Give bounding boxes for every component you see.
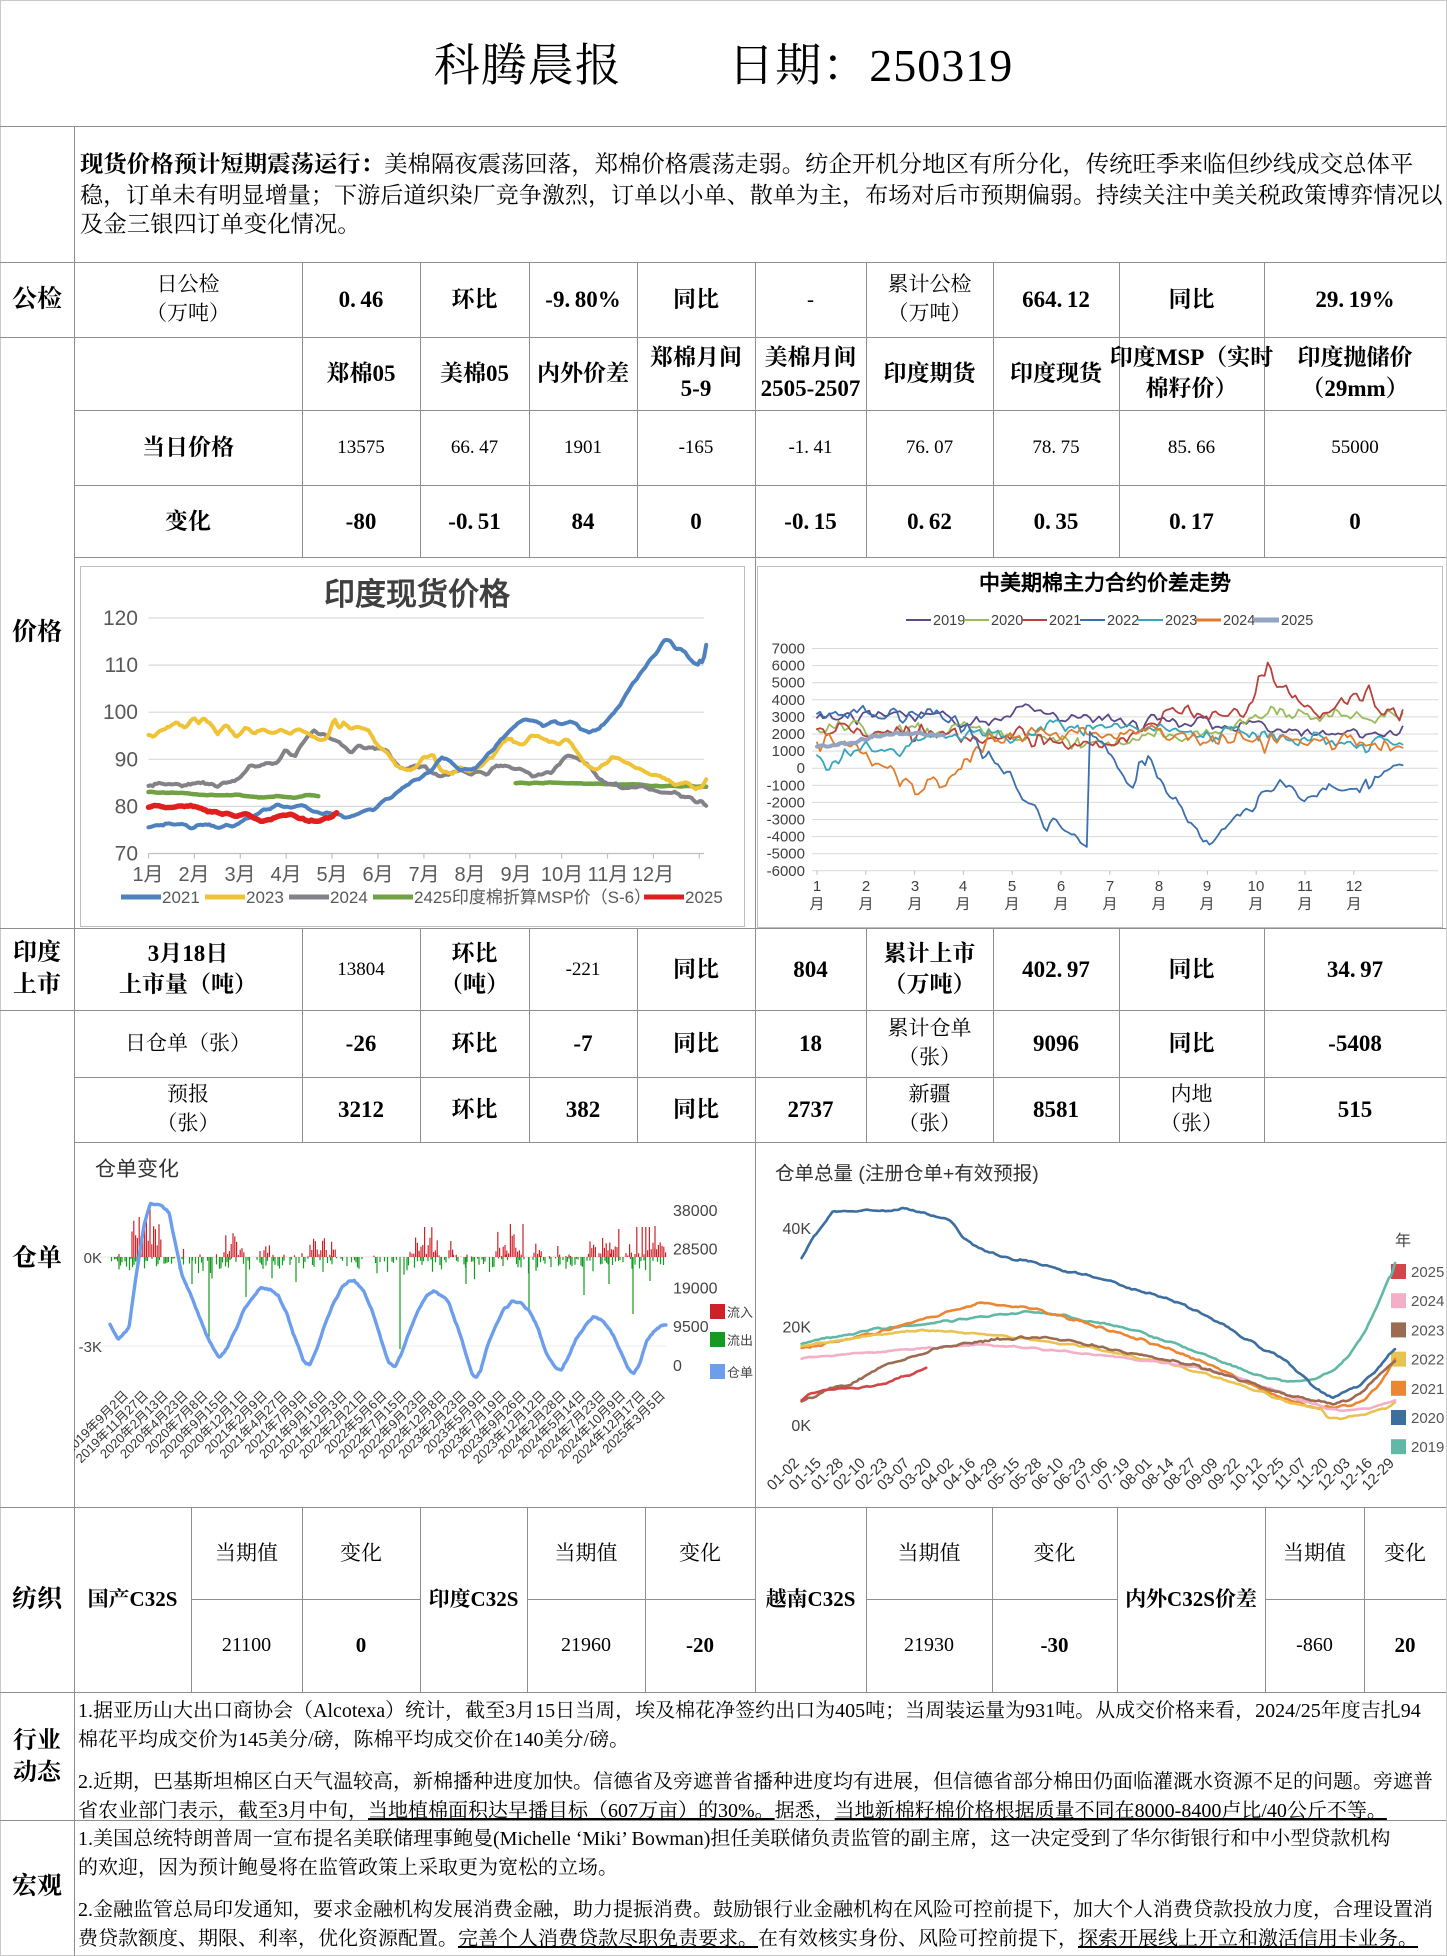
svg-text:4000: 4000 [772,692,805,709]
svg-text:2000: 2000 [772,726,805,743]
svg-text:40K: 40K [783,1221,812,1238]
svg-text:4: 4 [959,878,967,895]
svg-text:1: 1 [813,878,821,895]
svg-text:月: 月 [1297,896,1312,913]
svg-text:2022: 2022 [1411,1352,1444,1369]
svg-text:0: 0 [673,1358,682,1375]
svg-text:2023: 2023 [1165,613,1197,629]
svg-text:2020: 2020 [991,613,1023,629]
svg-text:月: 月 [1053,896,1068,913]
svg-text:2: 2 [862,878,870,895]
svg-text:月: 月 [1102,896,1117,913]
svg-text:11月: 11月 [588,864,629,886]
svg-text:6: 6 [1057,878,1065,895]
svg-text:5月: 5月 [316,864,347,886]
svg-text:3: 3 [911,878,919,895]
svg-text:流入: 流入 [727,1305,753,1320]
svg-text:年: 年 [1395,1232,1411,1250]
svg-text:仓单: 仓单 [727,1365,753,1380]
svg-text:6月: 6月 [362,864,393,886]
svg-text:印度现货价格: 印度现货价格 [324,577,511,612]
svg-text:-2000: -2000 [767,794,805,811]
svg-text:2025: 2025 [1281,613,1313,629]
svg-text:80: 80 [115,795,138,818]
svg-text:月: 月 [858,896,873,913]
svg-text:-6000: -6000 [767,863,805,880]
svg-text:流出: 流出 [727,1333,753,1348]
svg-text:月: 月 [1346,896,1361,913]
svg-text:6000: 6000 [772,658,805,675]
svg-text:5: 5 [1008,878,1016,895]
svg-text:70: 70 [115,843,138,866]
svg-text:月: 月 [907,896,922,913]
svg-text:12: 12 [1346,878,1363,895]
svg-text:月: 月 [955,896,970,913]
svg-text:7000: 7000 [772,641,805,658]
svg-text:9500: 9500 [673,1319,709,1336]
svg-text:4月: 4月 [270,864,301,886]
svg-text:9月: 9月 [500,864,531,886]
svg-text:月: 月 [1248,896,1263,913]
svg-text:仓单总量 (注册仓单+有效预报): 仓单总量 (注册仓单+有效预报) [775,1163,1039,1185]
svg-text:2019: 2019 [1411,1439,1444,1456]
svg-text:2024: 2024 [1223,613,1255,629]
svg-text:2024: 2024 [1411,1293,1444,1310]
svg-text:90: 90 [115,748,138,771]
svg-text:10月: 10月 [541,864,583,886]
svg-text:2023: 2023 [1411,1322,1444,1339]
svg-text:9: 9 [1203,878,1211,895]
svg-text:3000: 3000 [772,709,805,726]
svg-text:0K: 0K [791,1418,811,1435]
svg-text:7: 7 [1106,878,1114,895]
svg-text:月: 月 [1151,896,1166,913]
svg-text:28500: 28500 [673,1242,718,1259]
svg-text:100: 100 [103,701,138,724]
svg-text:2025: 2025 [685,888,723,907]
svg-text:120: 120 [103,607,138,630]
svg-text:38000: 38000 [673,1203,718,1220]
svg-text:2025: 2025 [1411,1264,1444,1281]
svg-text:2024: 2024 [330,888,368,907]
svg-text:月: 月 [1199,896,1214,913]
svg-text:仓单变化: 仓单变化 [95,1158,179,1181]
svg-text:8月: 8月 [454,864,485,886]
svg-text:11: 11 [1297,878,1313,895]
svg-text:月: 月 [1004,896,1019,913]
svg-text:20K: 20K [783,1320,812,1337]
svg-text:月: 月 [809,896,824,913]
svg-text:8: 8 [1155,878,1163,895]
svg-text:2020: 2020 [1411,1410,1444,1427]
svg-text:0K: 0K [84,1250,102,1267]
svg-text:12月: 12月 [632,864,674,886]
svg-text:110: 110 [105,654,138,677]
svg-text:3月: 3月 [224,864,255,886]
svg-text:2021: 2021 [1049,613,1081,629]
svg-text:-1000: -1000 [767,777,805,794]
svg-text:2023: 2023 [246,888,284,907]
svg-text:-5000: -5000 [767,846,805,863]
svg-text:2021: 2021 [162,888,200,907]
svg-text:1月: 1月 [132,864,163,886]
svg-text:19000: 19000 [673,1281,718,1298]
svg-text:2021: 2021 [1411,1381,1444,1398]
svg-text:7月: 7月 [408,864,439,886]
svg-text:5000: 5000 [772,675,805,692]
svg-text:-4000: -4000 [767,829,805,846]
svg-text:0: 0 [797,760,805,777]
svg-text:-3K: -3K [79,1339,102,1356]
svg-text:10: 10 [1248,878,1265,895]
svg-text:2019: 2019 [933,613,965,629]
svg-text:2月: 2月 [178,864,209,886]
svg-text:1000: 1000 [772,743,805,760]
svg-text:2425印度棉折算MSP价（S-6）: 2425印度棉折算MSP价（S-6） [414,888,651,907]
svg-text:-3000: -3000 [767,812,805,829]
svg-text:中美期棉主力合约价差走势: 中美期棉主力合约价差走势 [979,571,1231,595]
svg-text:2022: 2022 [1107,613,1139,629]
